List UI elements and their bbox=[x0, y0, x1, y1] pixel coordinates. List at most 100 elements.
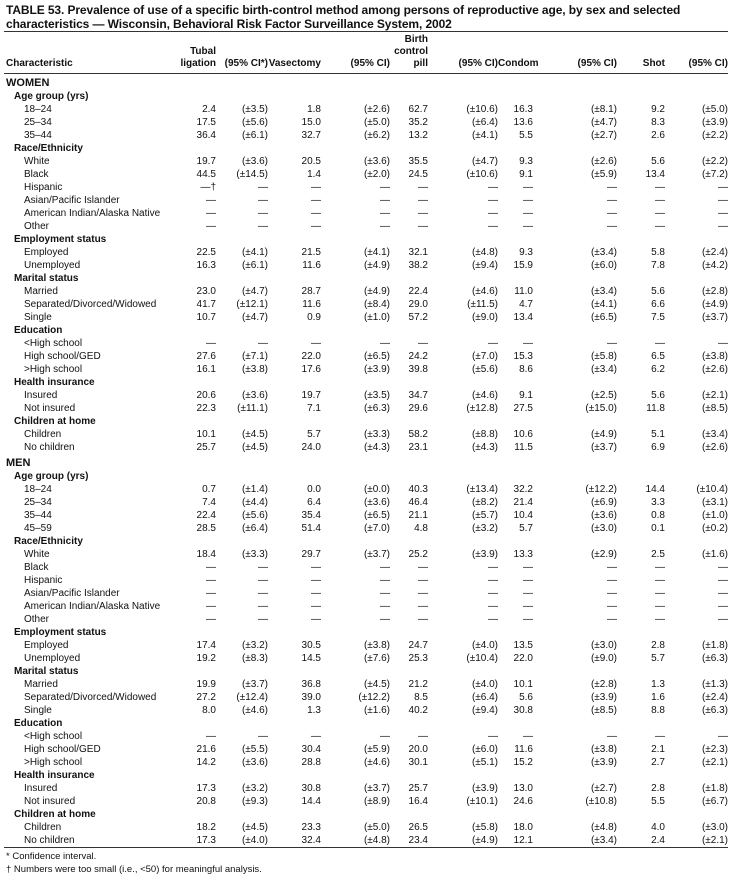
ci-cell: — bbox=[258, 614, 268, 625]
ci-cell: (±3.6) bbox=[363, 156, 390, 167]
ci-cell: (±4.9) bbox=[701, 299, 728, 310]
ci-cell: — bbox=[258, 195, 268, 206]
value-cell: —† bbox=[200, 182, 216, 193]
ci-cell: (±9.0) bbox=[590, 653, 617, 664]
value-cell: — bbox=[523, 601, 533, 612]
ci-cell: (±3.4) bbox=[590, 364, 617, 375]
ci-cell: (±5.9) bbox=[363, 744, 390, 755]
ci-cell: — bbox=[258, 588, 268, 599]
value-cell: — bbox=[655, 601, 665, 612]
value-cell: 17.6 bbox=[301, 364, 321, 375]
ci-cell: (±4.6) bbox=[363, 757, 390, 768]
row-label: Single bbox=[24, 705, 52, 716]
value-cell: 18.4 bbox=[196, 549, 216, 560]
ci-cell: (±7.1) bbox=[241, 351, 268, 362]
table-row: 18–24 2.4 (±3.5) 1.8 (±2.6) 62.7 (±10.6) 16.3 (±… bbox=[4, 103, 728, 116]
section-label: MEN bbox=[6, 456, 31, 469]
value-cell: 9.1 bbox=[519, 169, 533, 180]
value-cell: 11.6 bbox=[302, 299, 321, 310]
value-cell: 10.1 bbox=[513, 679, 533, 690]
ci-cell: (±6.5) bbox=[363, 510, 390, 521]
ci-cell: — bbox=[488, 588, 498, 599]
value-cell: — bbox=[523, 338, 533, 349]
value-cell: — bbox=[655, 338, 665, 349]
value-cell: 15.3 bbox=[513, 351, 533, 362]
ci-cell: (±9.4) bbox=[471, 705, 498, 716]
row-label: Employed bbox=[24, 640, 69, 651]
ci-cell: (±3.9) bbox=[471, 783, 498, 794]
value-cell: 14.5 bbox=[301, 653, 321, 664]
ci-cell: (±3.6) bbox=[241, 390, 268, 401]
value-cell: 32.7 bbox=[301, 130, 321, 141]
table-row: No children 17.3 (±4.0) 32.4 (±4.8) 23.4 (±4.9… bbox=[4, 834, 728, 847]
value-cell: — bbox=[655, 731, 665, 742]
ci-cell: (±5.1) bbox=[471, 757, 498, 768]
ci-cell: (±2.2) bbox=[701, 130, 728, 141]
table-row: American Indian/Alaska Native — — — — — — — — — — bbox=[4, 207, 728, 220]
value-cell: 10.1 bbox=[196, 429, 216, 440]
row-label: Black bbox=[24, 169, 49, 180]
ci-cell: — bbox=[718, 601, 728, 612]
ci-cell: (±3.9) bbox=[590, 692, 617, 703]
value-cell: 32.2 bbox=[513, 484, 533, 495]
value-cell: — bbox=[523, 588, 533, 599]
ci-cell: (±10.8) bbox=[585, 796, 617, 807]
ci-cell: (±3.7) bbox=[363, 549, 390, 560]
value-cell: 6.9 bbox=[651, 442, 665, 453]
row-label: 25–34 bbox=[24, 117, 52, 128]
ci-cell: (±3.4) bbox=[590, 835, 617, 846]
value-cell: 24.0 bbox=[301, 442, 321, 453]
value-cell: 10.6 bbox=[513, 429, 533, 440]
row-label: American Indian/Alaska Native bbox=[24, 208, 161, 219]
ci-cell: (±2.2) bbox=[701, 156, 728, 167]
value-cell: 2.4 bbox=[651, 835, 665, 846]
table-row: No children 25.7 (±4.5) 24.0 (±4.3) 23.1 (±4.3… bbox=[4, 441, 728, 454]
ci-cell: (±9.4) bbox=[471, 260, 498, 271]
table-row: Separated/Divorced/Widowed 41.7 (±12.1) 11.… bbox=[4, 298, 728, 311]
value-cell: 8.8 bbox=[651, 705, 665, 716]
row-label: White bbox=[24, 549, 50, 560]
ci-cell: — bbox=[718, 588, 728, 599]
ci-cell: (±6.9) bbox=[590, 497, 617, 508]
ci-cell: — bbox=[380, 614, 390, 625]
table-row: 45–59 28.5 (±6.4) 51.4 (±7.0) 4.8 (±3.2) 5.7 (±3… bbox=[4, 522, 728, 535]
value-cell: 6.2 bbox=[651, 364, 665, 375]
value-cell: — bbox=[655, 588, 665, 599]
table-row: High school/GED 21.6 (±5.5) 30.4 (±5.9) 20.0 (… bbox=[4, 743, 728, 756]
ci-cell: (±3.3) bbox=[363, 429, 390, 440]
value-cell: 18.0 bbox=[513, 822, 533, 833]
value-cell: 27.6 bbox=[196, 351, 216, 362]
ci-cell: (±6.3) bbox=[701, 705, 728, 716]
value-cell: — bbox=[206, 562, 216, 573]
ci-cell: (±8.1) bbox=[590, 104, 617, 115]
value-cell: 2.8 bbox=[651, 783, 665, 794]
value-cell: — bbox=[655, 195, 665, 206]
group-label: Health insurance bbox=[14, 770, 95, 781]
table-row: Single 10.7 (±4.7) 0.9 (±1.0) 57.2 (±9.0) 13.4 (… bbox=[4, 311, 728, 324]
column-header: (95% CI) bbox=[321, 32, 390, 74]
ci-cell: (±3.0) bbox=[590, 640, 617, 651]
ci-cell: (±11.1) bbox=[237, 403, 268, 414]
ci-cell: — bbox=[258, 575, 268, 586]
row-label: Married bbox=[24, 679, 58, 690]
value-cell: 24.7 bbox=[408, 640, 428, 651]
value-cell: 24.5 bbox=[408, 169, 428, 180]
value-cell: 19.2 bbox=[196, 653, 216, 664]
value-cell: — bbox=[206, 575, 216, 586]
value-cell: 19.9 bbox=[196, 679, 216, 690]
ci-cell: (±1.6) bbox=[701, 549, 728, 560]
value-cell: 23.0 bbox=[196, 286, 216, 297]
ci-cell: (±12.8) bbox=[466, 403, 498, 414]
group-header: Marital status bbox=[4, 272, 728, 285]
row-label: 18–24 bbox=[24, 484, 52, 495]
group-label: Employment status bbox=[14, 627, 107, 638]
value-cell: 6.5 bbox=[651, 351, 665, 362]
value-cell: 9.2 bbox=[651, 104, 665, 115]
ci-cell: (±10.4) bbox=[466, 653, 498, 664]
value-cell: 24.6 bbox=[513, 796, 533, 807]
ci-cell: (±12.4) bbox=[236, 692, 268, 703]
value-cell: 5.1 bbox=[651, 429, 665, 440]
value-cell: 11.8 bbox=[646, 403, 665, 414]
ci-cell: (±4.9) bbox=[363, 260, 390, 271]
table-row: Employed 17.4 (±3.2) 30.5 (±3.8) 24.7 (±4.0) 13… bbox=[4, 639, 728, 652]
